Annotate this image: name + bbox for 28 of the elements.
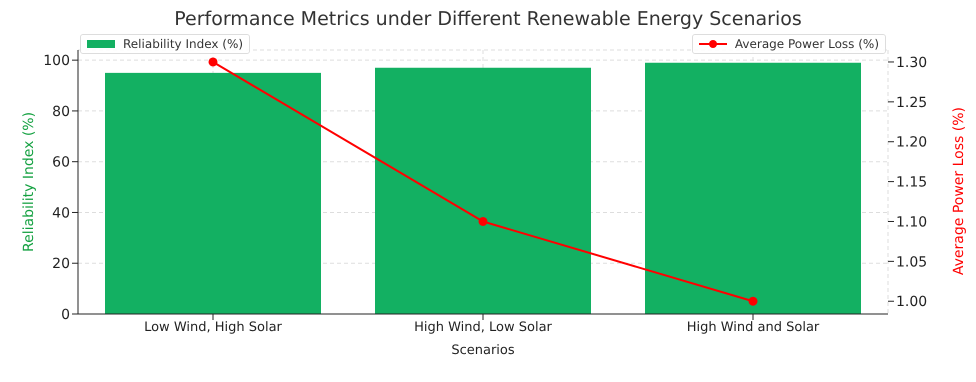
y2-tick-label: 1.25 [896, 94, 928, 111]
y-axis-title: Reliability Index (%) [20, 112, 37, 252]
y-tick-label: 0 [61, 306, 70, 323]
y2-tick-label: 1.05 [896, 254, 928, 270]
y2-tick-label: 1.15 [896, 174, 928, 191]
legend-label: Reliability Index (%) [123, 37, 244, 51]
bar [105, 72, 321, 314]
y-tick-label: 40 [52, 205, 70, 222]
bar [645, 62, 861, 314]
legend-label: Average Power Loss (%) [734, 37, 879, 51]
y-tick-label: 60 [52, 154, 70, 171]
y2-tick-label: 1.00 [896, 294, 928, 310]
x-tick-label: High Wind and Solar [686, 320, 820, 336]
x-axis-title: Scenarios [451, 343, 515, 358]
point [208, 57, 218, 66]
y2-axis-title: Average Power Loss (%) [950, 107, 967, 276]
point [478, 216, 488, 226]
y2-tick-label: 1.20 [896, 134, 928, 151]
y-tick-label: 80 [52, 104, 70, 120]
x-tick-label: Low Wind, High Solar [144, 320, 283, 336]
point [748, 296, 758, 306]
y2-tick-label: 1.30 [896, 54, 928, 71]
y2-tick-label: 1.10 [896, 214, 928, 230]
bar [375, 68, 591, 314]
x-tick-label: High Wind, Low Solar [414, 320, 553, 336]
y-tick-label: 20 [52, 256, 70, 272]
y-tick-label: 100 [43, 53, 70, 70]
chart-title: Performance Metrics under Different Renewable Energy Scenarios [173, 8, 803, 30]
